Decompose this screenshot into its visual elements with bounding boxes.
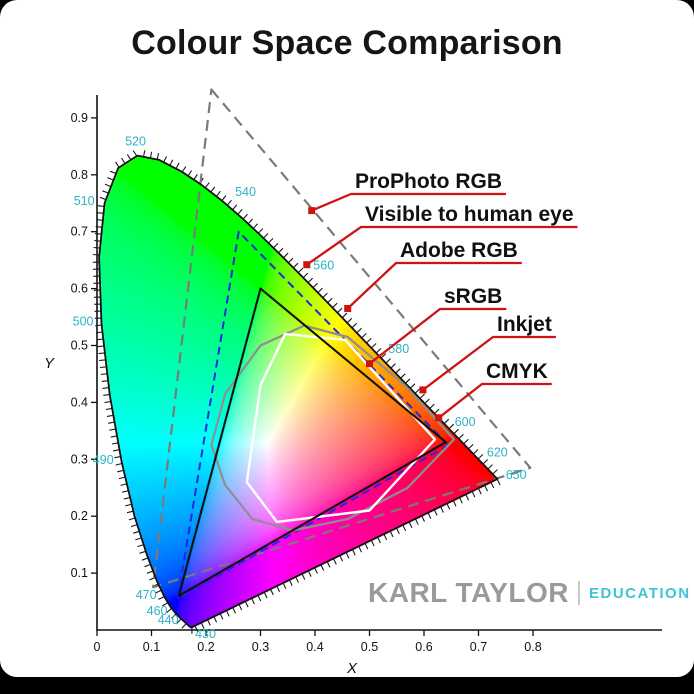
y-axis-label: Y	[44, 355, 55, 372]
x-axis-label: X	[346, 660, 358, 677]
chart-card: Colour Space Comparison 0.10.20.30.40.50…	[0, 0, 694, 677]
annotation-marker-prophoto-rgb	[308, 207, 316, 215]
chromaticity-canvas	[0, 0, 694, 677]
y-tick-label: 0.2	[71, 509, 88, 523]
y-tick-label: 0.1	[71, 566, 88, 580]
wavelength-label-620: 620	[487, 446, 508, 460]
wavelength-label-650: 650	[506, 468, 527, 482]
annotation-leader-srgb	[368, 307, 507, 365]
annotation-marker-inkjet	[419, 386, 427, 394]
gamut-inkjet	[210, 324, 456, 532]
gamut-cmyk	[245, 332, 437, 524]
wavelength-label-460: 460	[147, 604, 168, 618]
brand-division: EDUCATION	[589, 584, 691, 602]
annotation-leader-visible-to-human-eye	[306, 225, 578, 266]
x-tick-label: 0.1	[143, 640, 160, 654]
annotation-marker-adobe-rgb	[344, 305, 352, 312]
wavelength-label-510: 510	[74, 194, 95, 208]
y-tick-label: 0.3	[71, 452, 88, 466]
y-tick-label: 0.9	[71, 111, 88, 125]
y-tick-label: 0.6	[71, 282, 88, 296]
annotation-marker-cmyk	[435, 414, 443, 422]
annotation-label-inkjet: Inkjet	[497, 313, 552, 336]
wavelength-label-500: 500	[73, 315, 94, 329]
wavelength-label-520: 520	[125, 135, 146, 149]
annotation-leader-cmyk	[437, 382, 552, 419]
wavelength-label-490: 490	[93, 453, 114, 467]
x-tick-label: 0	[94, 640, 101, 654]
annotation-marker-srgb	[366, 360, 373, 368]
wavelength-label-540: 540	[235, 185, 256, 199]
annotation-leader-prophoto-rgb	[311, 192, 506, 212]
x-tick-label: 0.2	[197, 640, 214, 654]
gamut-srgb	[177, 287, 447, 597]
x-tick-label: 0.6	[415, 640, 432, 654]
spectral-locus-tick-marks	[92, 150, 501, 634]
y-tick-label: 0.7	[71, 225, 88, 239]
annotation-marker-visible-to-human-eye	[303, 261, 311, 269]
brand-divider	[578, 581, 580, 605]
gamut-visible-spectrum	[98, 154, 499, 629]
brand-logo: KARL TAYLOR EDUCATION	[368, 577, 691, 609]
x-tick-label: 0.8	[524, 640, 541, 654]
x-tick-label: 0.4	[306, 640, 323, 654]
brand-name: KARL TAYLOR	[368, 577, 569, 608]
annotation-label-adobe-rgb: Adobe RGB	[400, 239, 518, 262]
chart-svg: 0.1 0.2 0.3 0.4 0.5 0.6 0.7 0.8 0.9 0 0.1 0.2 0.3 0.4…	[44, 88, 662, 677]
wavelength-label-470: 470	[136, 588, 157, 602]
x-tick-label: 0.3	[252, 640, 269, 654]
annotation-label-prophoto-rgb: ProPhoto RGB	[355, 170, 502, 193]
wavelength-label-440: 440	[158, 613, 179, 627]
x-tick-label: 0.5	[361, 640, 378, 654]
y-tick-label: 0.5	[71, 339, 88, 353]
wavelength-label-600: 600	[455, 415, 476, 429]
y-tick-label: 0.4	[71, 395, 88, 409]
annotation-leader-adobe-rgb	[346, 261, 522, 310]
gamut-adobe-rgb	[176, 230, 450, 600]
gamut-prophoto-rgb	[152, 88, 532, 589]
annotation-leader-inkjet	[422, 335, 556, 391]
x-tick-label: 0.7	[470, 640, 487, 654]
wavelength-label-560: 560	[313, 259, 334, 273]
wavelength-label-430: 430	[195, 627, 216, 641]
annotation-label-srgb: sRGB	[444, 285, 502, 308]
wavelength-label-580: 580	[388, 342, 409, 356]
annotation-label-visible-to-human-eye: Visible to human eye	[365, 203, 574, 226]
y-tick-label: 0.8	[71, 168, 88, 182]
annotation-label-cmyk: CMYK	[486, 360, 548, 383]
